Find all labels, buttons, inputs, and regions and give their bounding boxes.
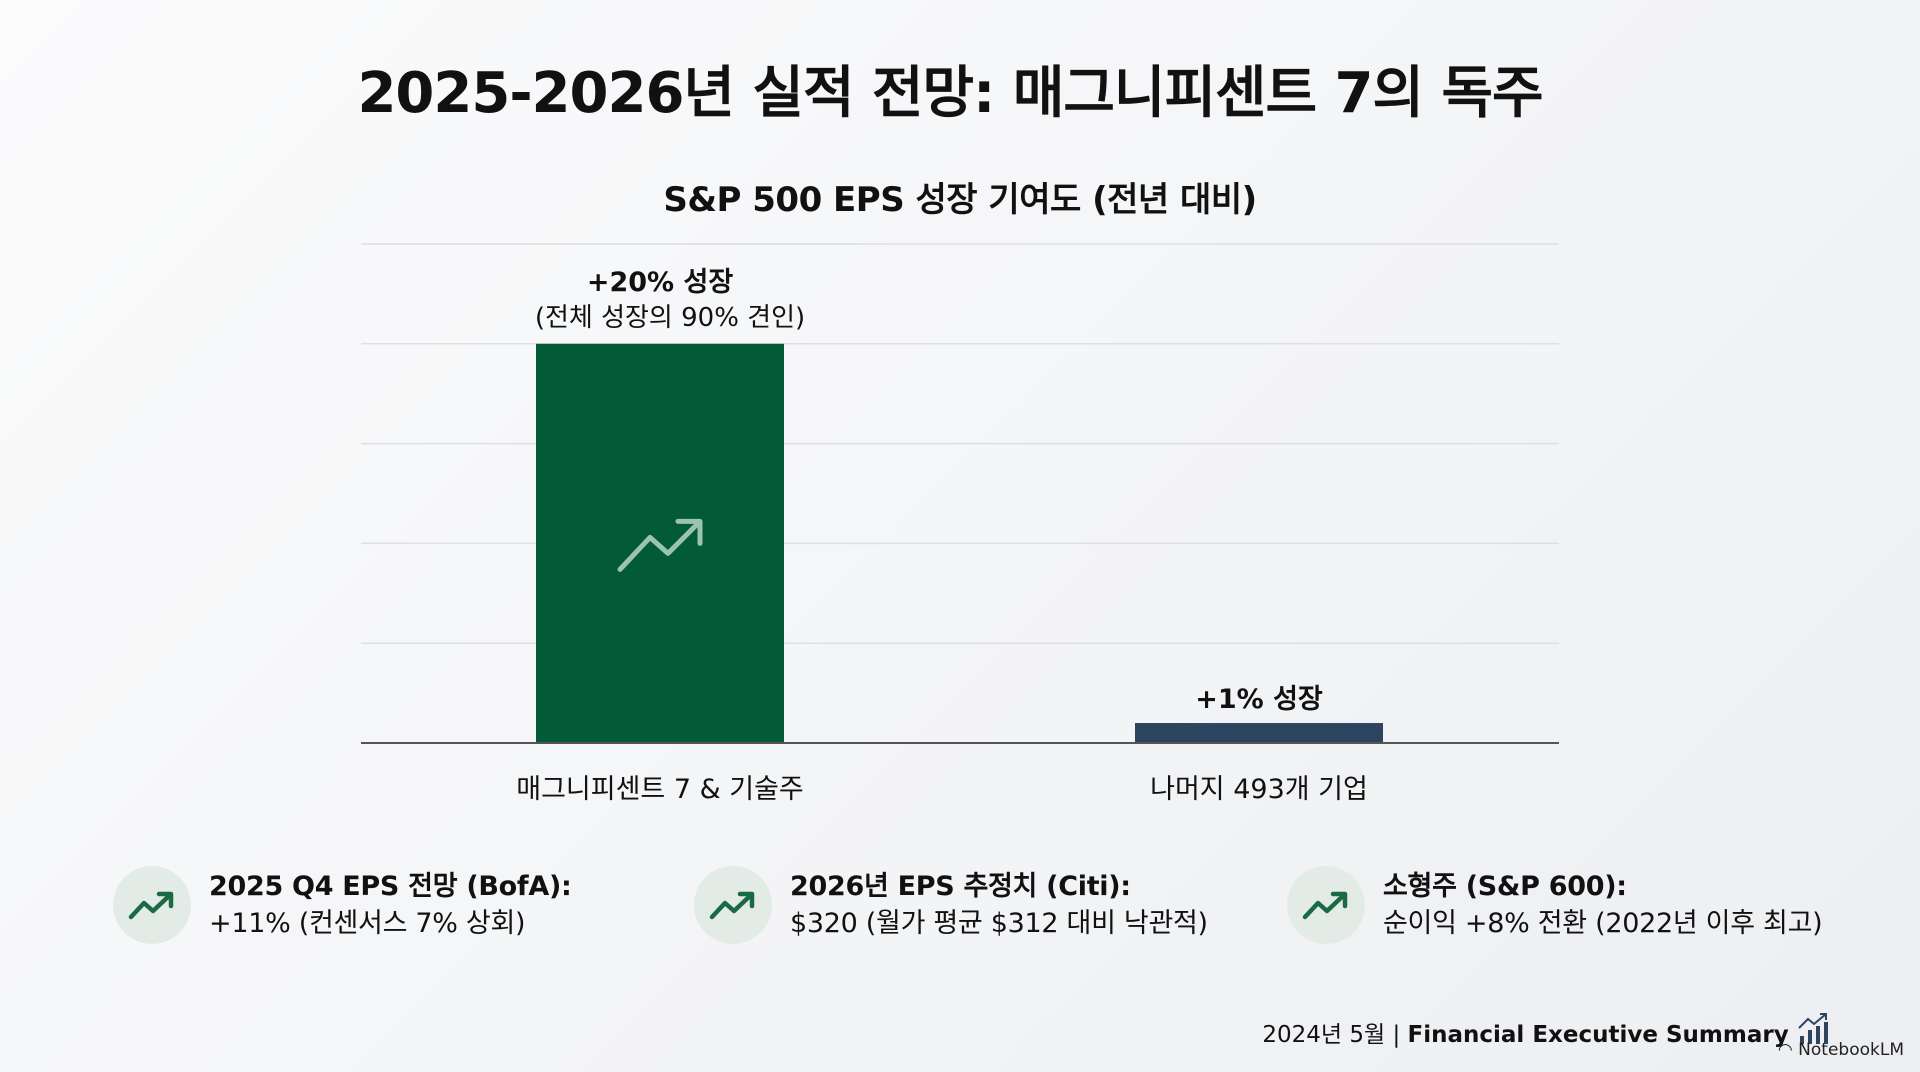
chart-title: S&P 500 EPS 성장 기여도 (전년 대비) <box>663 180 1257 220</box>
footer-label: Financial Executive Summary <box>1407 1022 1789 1048</box>
x-tick-label-0: 매그니피센트 7 & 기술주 <box>516 774 804 805</box>
card-value: $320 (월가 평균 $312 대비 낙관적) <box>790 908 1208 939</box>
card-heading: 2026년 EPS 추정치 (Citi): <box>790 871 1131 902</box>
data-label-sub-0: (전체 성장의 90% 견인) <box>534 303 806 333</box>
page-title: 2025-2026년 실적 전망: 매그니피센트 7의 독주 <box>357 61 1543 126</box>
notebooklm-brand: ◠ NotebookLM <box>1778 1040 1904 1060</box>
footer-separator: | <box>1392 1022 1401 1048</box>
brand-label: NotebookLM <box>1798 1040 1904 1060</box>
card-value: 순이익 +8% 전환 (2022년 이후 최고) <box>1383 908 1823 939</box>
card-0: 2025 Q4 EPS 전망 (BofA): +11% (컨센서스 7% 상회) <box>113 866 572 944</box>
card-1: 2026년 EPS 추정치 (Citi): $320 (월가 평균 $312 대비… <box>694 866 1208 944</box>
card-2: 소형주 (S&P 600): 순이익 +8% 전환 (2022년 이후 최고) <box>1287 866 1823 944</box>
trend-up-icon <box>694 866 772 944</box>
data-label-main-0: +20% 성장 <box>586 267 734 298</box>
bar-1 <box>1135 723 1383 743</box>
card-value: +11% (컨센서스 7% 상회) <box>209 908 526 939</box>
notebooklm-icon: ◠ <box>1777 1040 1793 1060</box>
data-label-main-1: +1% 성장 <box>1195 684 1323 715</box>
bar-chart-logo-icon <box>1798 1013 1828 1044</box>
footer-date: 2024년 5월 <box>1262 1022 1386 1048</box>
card-heading: 2025 Q4 EPS 전망 (BofA): <box>209 871 572 902</box>
trend-up-icon <box>617 518 703 572</box>
x-tick-label-1: 나머지 493개 기업 <box>1150 774 1368 805</box>
footer: 2024년 5월 | Financial Executive Summary <box>1262 1012 1830 1049</box>
card-heading: 소형주 (S&P 600): <box>1383 871 1627 902</box>
trend-up-icon <box>1287 866 1365 944</box>
trend-up-icon <box>113 866 191 944</box>
